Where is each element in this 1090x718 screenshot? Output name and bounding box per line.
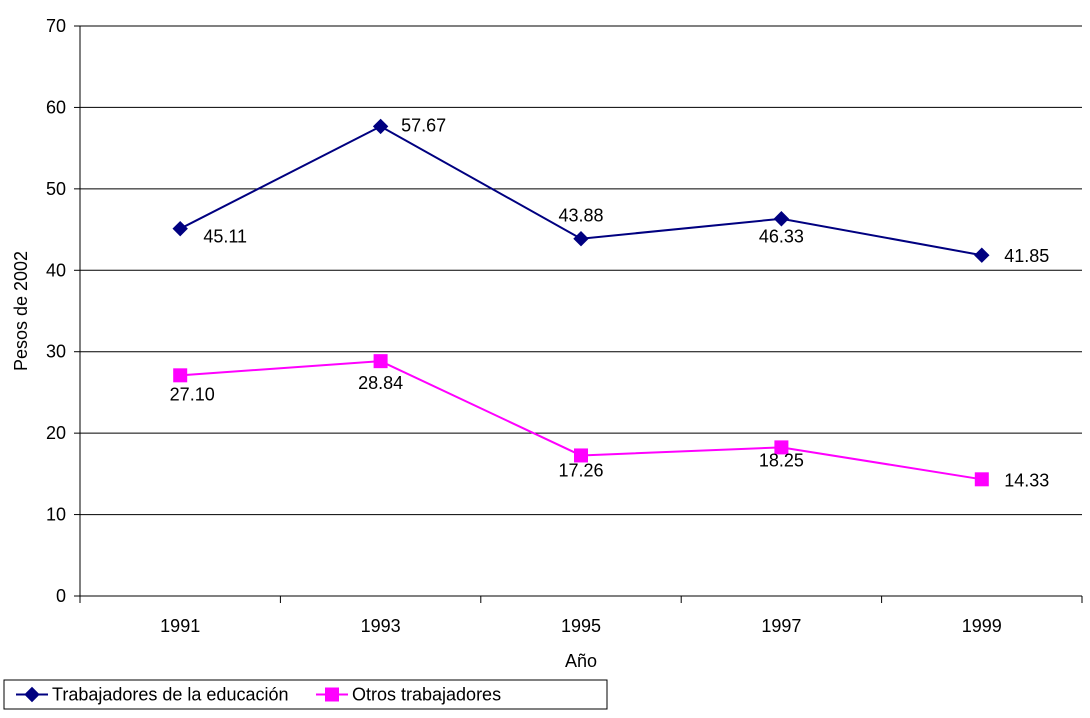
data-label: 41.85 xyxy=(1004,246,1049,266)
data-point-marker xyxy=(573,230,589,247)
legend-box xyxy=(3,679,608,710)
data-label: 46.33 xyxy=(759,227,804,247)
data-label: 57.67 xyxy=(401,115,446,135)
series-group xyxy=(172,118,990,487)
y-tick-label: 20 xyxy=(46,423,66,443)
legend-label: Trabajadores de la educación xyxy=(52,685,289,705)
data-label: 43.88 xyxy=(558,206,603,226)
data-point-marker xyxy=(974,472,989,487)
data-label: 28.84 xyxy=(358,373,403,393)
data-point-marker xyxy=(974,247,990,263)
y-tick-label: 30 xyxy=(46,342,66,362)
data-labels: 45.11 57.67 43.88 46.33 41.85 27.10 28.84 17.26… xyxy=(170,115,1050,490)
data-label: 17.26 xyxy=(558,460,603,480)
axes: 0 10 20 30 40 50 60 70 1991 1993 1995 1997 1999 xyxy=(46,16,1083,636)
x-tick-label: 1997 xyxy=(761,616,801,636)
legend-item: Trabajadores de la educación xyxy=(16,685,289,705)
legend: Trabajadores de la educación Otros trabaj… xyxy=(3,679,608,710)
data-label: 45.11 xyxy=(203,227,247,247)
legend-label: Otros trabajadores xyxy=(352,685,501,705)
y-tick-label: 0 xyxy=(56,586,66,606)
x-axis-title: Año xyxy=(565,651,597,671)
y-tick-label: 70 xyxy=(46,16,66,36)
data-point-marker xyxy=(173,368,188,383)
gridlines xyxy=(80,25,1082,516)
data-label: 18.25 xyxy=(759,450,804,470)
x-tick-label: 1993 xyxy=(361,616,401,636)
x-tick-label: 1991 xyxy=(160,616,200,636)
legend-item: Otros trabajadores xyxy=(316,685,501,705)
y-axis-title: Pesos de 2002 xyxy=(11,251,31,371)
series-1 xyxy=(172,118,990,263)
x-tick-label: 1999 xyxy=(962,616,1002,636)
legend-marker xyxy=(24,686,40,703)
y-tick-label: 60 xyxy=(46,97,66,117)
legend-marker xyxy=(325,687,339,702)
data-point-marker xyxy=(373,354,388,369)
y-tick-label: 50 xyxy=(46,179,66,199)
data-label: 14.33 xyxy=(1004,470,1049,490)
data-point-marker xyxy=(574,448,588,463)
y-tick-label: 40 xyxy=(46,260,66,280)
data-label: 27.10 xyxy=(170,384,215,404)
x-tick-label: 1995 xyxy=(561,616,601,636)
data-point-marker xyxy=(172,220,188,237)
y-tick-label: 10 xyxy=(46,505,66,525)
data-point-marker xyxy=(773,211,790,227)
data-point-marker xyxy=(774,440,789,455)
data-point-marker xyxy=(372,118,389,135)
series-2 xyxy=(173,354,989,487)
